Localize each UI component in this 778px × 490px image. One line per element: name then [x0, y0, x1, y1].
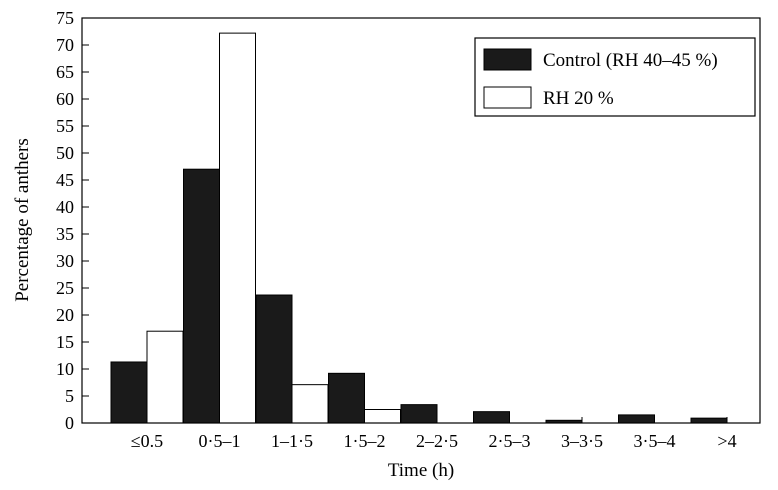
bar-control — [690, 417, 728, 424]
x-tick-label: 1·5–2 — [344, 431, 386, 451]
y-tick-label: 40 — [56, 197, 74, 217]
bar-rh20 — [364, 409, 401, 424]
bar-rh20 — [291, 384, 329, 424]
x-axis-ticks: ≤0.5 0·5–1 1–1·5 1·5–2 2–2·5 2·5–3 3–3·5 3·5–4 >… — [131, 417, 737, 451]
bar-control — [183, 168, 220, 424]
legend-swatch-control — [483, 48, 532, 71]
x-tick-label: ≤0.5 — [131, 431, 163, 451]
legend: Control (RH 40–45 %) RH 20 % — [474, 37, 756, 117]
legend-label-control: Control (RH 40–45 %) — [543, 50, 718, 71]
y-tick-label: 70 — [56, 35, 74, 55]
y-tick-label: 45 — [56, 170, 74, 190]
y-tick-label: 35 — [56, 224, 74, 244]
x-tick-label: >4 — [717, 431, 736, 451]
bar-rh20 — [219, 32, 256, 424]
y-tick-label: 75 — [56, 8, 74, 28]
y-tick-label: 20 — [56, 305, 74, 325]
y-tick-label: 55 — [56, 116, 74, 136]
x-tick-label: 2–2·5 — [416, 431, 458, 451]
x-tick-label: 3·5–4 — [634, 431, 676, 451]
y-tick-label: 5 — [65, 386, 74, 406]
y-tick-label: 15 — [56, 332, 74, 352]
bars — [110, 32, 728, 424]
y-tick-label: 65 — [56, 62, 74, 82]
bar-control — [618, 414, 655, 424]
plot-frame — [81, 17, 761, 424]
x-tick-label: 0·5–1 — [199, 431, 241, 451]
y-tick-label: 10 — [56, 359, 74, 379]
y-tick-label: 50 — [56, 143, 74, 163]
bar-control — [255, 294, 293, 424]
legend-label-rh20: RH 20 % — [543, 88, 614, 109]
bar-control — [110, 361, 148, 424]
x-tick-label: 1–1·5 — [271, 431, 313, 451]
y-tick-label: 30 — [56, 251, 74, 271]
y-axis-ticks: 0 5 10 15 20 25 30 35 40 45 50 55 60 65 70 75 — [56, 8, 89, 433]
bar-control — [328, 372, 365, 424]
y-axis-label: Percentage of anthers — [12, 138, 33, 302]
x-axis-label: Time (h) — [388, 460, 454, 481]
x-tick-label: 3–3·5 — [561, 431, 603, 451]
bar-control — [400, 404, 438, 424]
y-tick-label: 0 — [65, 413, 74, 433]
bar-rh20 — [146, 330, 184, 424]
bar-control — [473, 411, 510, 424]
x-tick-label: 2·5–3 — [489, 431, 531, 451]
y-tick-label: 60 — [56, 89, 74, 109]
y-tick-label: 25 — [56, 278, 74, 298]
legend-swatch-rh20 — [483, 86, 532, 109]
